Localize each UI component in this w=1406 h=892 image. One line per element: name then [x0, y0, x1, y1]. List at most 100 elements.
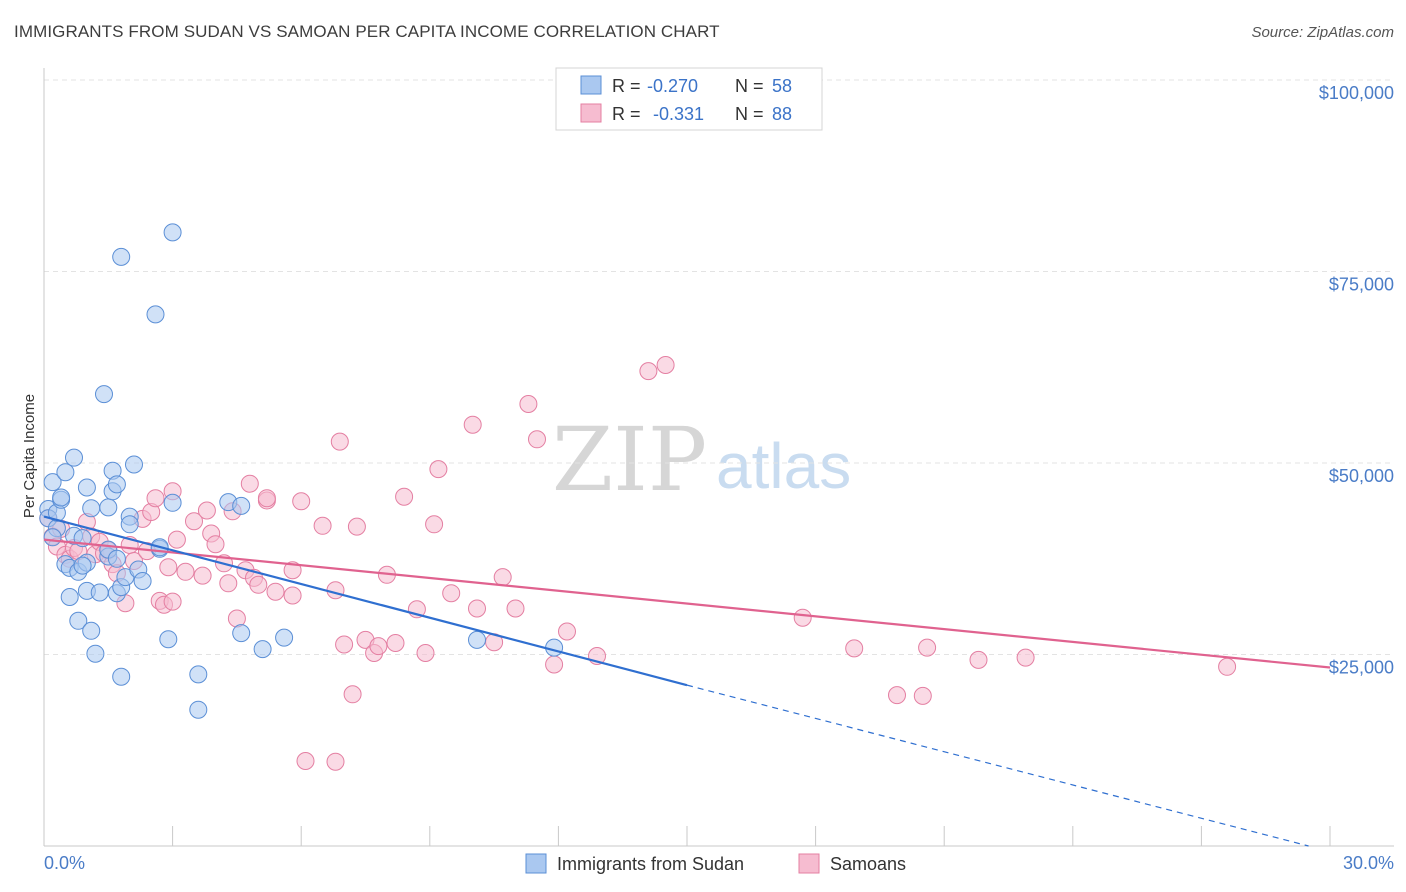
samoans-point-36	[219, 574, 238, 593]
sudan-point-55	[545, 638, 564, 657]
legend-n-label-sudan: N =	[735, 76, 764, 96]
sudan-point-6	[52, 488, 71, 507]
sudan-point-37	[120, 515, 139, 534]
samoans-point-83	[969, 650, 988, 669]
sudan-point-34	[112, 667, 131, 686]
sudan-point-46	[163, 493, 182, 512]
samoans-point-86	[296, 752, 315, 770]
sudan-point-20	[82, 499, 101, 518]
sudan-point-54	[468, 630, 486, 649]
legend-swatch-sudan	[580, 75, 602, 95]
sudan-point-50	[232, 496, 251, 515]
samoans-point-51	[330, 432, 349, 451]
samoans-point-82	[918, 638, 937, 657]
sudan-point-33	[112, 247, 131, 266]
samoans-point-77	[656, 356, 675, 374]
sudan-trend-line	[43, 515, 688, 687]
samoans-point-63	[425, 515, 444, 534]
samoans-point-70	[506, 599, 525, 618]
samoans-point-72	[528, 430, 546, 449]
samoans-point-79	[845, 639, 864, 658]
sudan-point-48	[189, 700, 208, 719]
samoans-point-85	[1218, 657, 1237, 676]
sudan-point-30	[107, 549, 126, 568]
samoans-point-81	[913, 686, 932, 705]
samoans-point-45	[266, 582, 285, 601]
samoans-point-64	[429, 460, 448, 479]
legend-n-value-sudan: 58	[772, 76, 792, 96]
samoans-point-26	[163, 592, 182, 611]
samoans-point-34	[206, 535, 225, 554]
sudan-points	[39, 223, 564, 719]
y-tick-label-75000: $75,000	[1329, 275, 1394, 295]
samoans-point-31	[193, 566, 212, 585]
legend-swatch-samoans	[580, 103, 602, 123]
samoans-point-54	[347, 517, 366, 536]
source-label: Source: ZipAtlas.com	[1251, 24, 1394, 41]
sudan-point-22	[90, 583, 109, 602]
legend-r-label-sudan: R =	[612, 76, 641, 96]
sudan-point-38	[125, 455, 143, 474]
sudan-point-29	[107, 475, 126, 494]
sudan-point-44	[159, 630, 178, 649]
trend-lines	[43, 515, 1331, 847]
samoans-point-62	[416, 644, 435, 662]
samoans-point-76	[639, 362, 658, 381]
y-tick-label-100000: $100,000	[1319, 83, 1394, 103]
samoans-point-53	[343, 685, 362, 704]
samoans-point-78	[793, 608, 812, 627]
watermark-atlas: atlas	[716, 430, 851, 502]
samoans-point-29	[176, 562, 195, 581]
sudan-point-11	[65, 448, 83, 467]
sudan-point-8	[56, 463, 75, 482]
samoans-point-80	[888, 686, 906, 705]
samoans-point-84	[1016, 648, 1035, 667]
sudan-point-2	[43, 473, 62, 492]
samoans-point-50	[326, 581, 345, 600]
y-tick-label-50000: $50,000	[1329, 466, 1394, 486]
chart-title: IMMIGRANTS FROM SUDAN VS SAMOAN PER CAPI…	[14, 22, 720, 41]
samoans-point-57	[369, 637, 388, 656]
y-axis-label: Per Capita Income	[21, 394, 38, 518]
bottom-legend-label-sudan: Immigrants from Sudan	[557, 854, 744, 874]
legend-r-value-sudan: -0.270	[647, 76, 698, 96]
samoans-point-66	[463, 415, 482, 434]
samoans-point-87	[326, 752, 345, 771]
samoans-point-48	[292, 492, 311, 511]
sudan-point-19	[82, 621, 101, 640]
sudan-trend-extrapolation	[686, 684, 1309, 847]
samoans-point-49	[313, 516, 332, 535]
sudan-point-51	[232, 624, 251, 643]
sudan-point-40	[133, 572, 152, 590]
samoans-point-74	[558, 622, 576, 641]
samoans-point-65	[442, 584, 461, 603]
samoans-point-32	[197, 501, 216, 520]
samoans-point-60	[395, 487, 414, 506]
legend-r-value-samoans: -0.331	[653, 104, 704, 124]
sudan-point-23	[95, 385, 113, 404]
legend-n-value-samoans: 88	[772, 104, 792, 124]
samoans-point-47	[283, 586, 302, 605]
bottom-legend-swatch-samoans	[798, 853, 820, 874]
sudan-point-18	[77, 478, 96, 497]
sudan-point-56	[43, 528, 62, 547]
sudan-point-45	[163, 223, 182, 242]
sudan-point-53	[275, 628, 294, 647]
sudan-point-41	[146, 305, 165, 324]
sudan-point-14	[69, 611, 88, 630]
watermark-zip: ZIP	[552, 408, 707, 511]
x-tick-label-max: 30.0%	[1343, 853, 1394, 873]
samoans-point-28	[167, 530, 186, 549]
samoans-point-46	[283, 561, 302, 580]
legend-bottom: Immigrants from Sudan Samoans	[525, 853, 906, 874]
y-tick-labels: $25,000 $50,000 $75,000 $100,000	[1319, 83, 1394, 678]
x-tick-label-min: 0.0%	[44, 853, 85, 873]
samoans-point-44	[257, 489, 276, 508]
samoans-point-52	[335, 635, 354, 654]
samoans-trend-line	[43, 538, 1331, 669]
samoans-point-71	[519, 395, 538, 413]
legend-n-label-samoans: N =	[735, 104, 764, 124]
samoans-point-59	[386, 634, 405, 652]
sudan-point-21	[86, 644, 105, 663]
